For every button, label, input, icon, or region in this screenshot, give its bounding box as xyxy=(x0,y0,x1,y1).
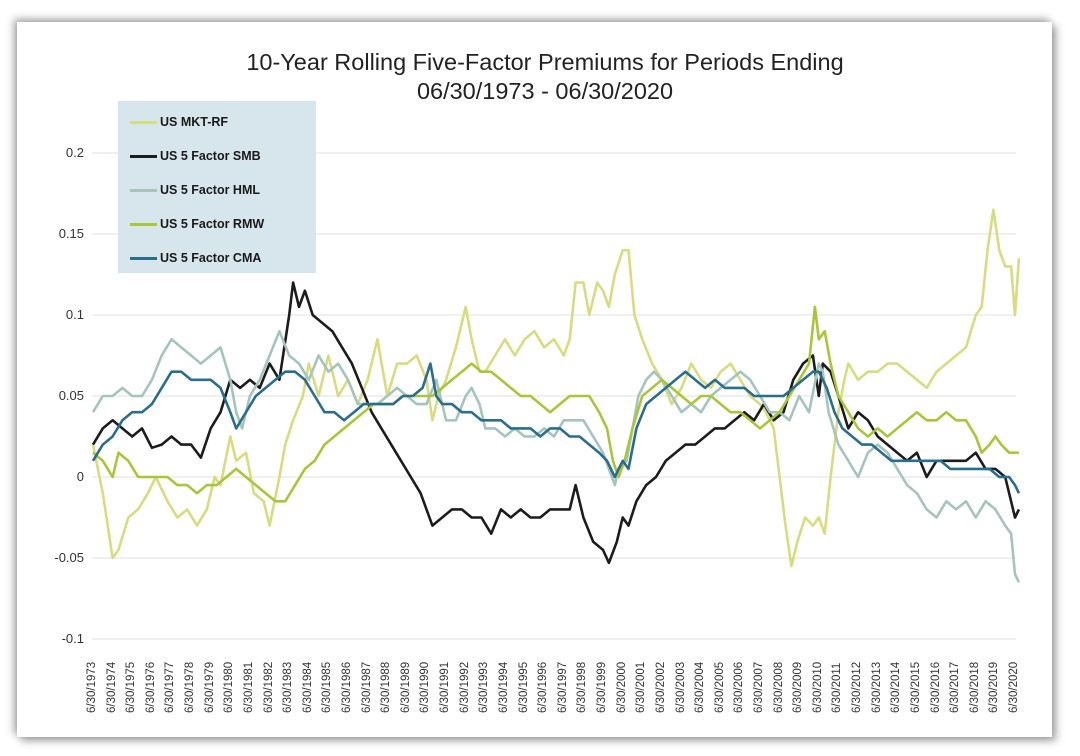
series-line-us-5-factor-hml xyxy=(91,329,1021,583)
x-tick-label: 6/30/2010 xyxy=(811,661,824,713)
x-tick-label: 6/30/1984 xyxy=(301,661,314,713)
x-tick-label: 6/30/1996 xyxy=(537,661,550,713)
x-tick-label: 6/30/2008 xyxy=(772,661,785,713)
x-tick-label: 6/30/2002 xyxy=(654,661,667,713)
x-tick-label: 6/30/2015 xyxy=(909,661,922,713)
y-tick-label: 0.1 xyxy=(65,307,84,322)
x-tick-label: 6/30/2018 xyxy=(968,661,981,713)
x-tick-label: 6/30/1993 xyxy=(478,661,491,713)
x-tick-label: 6/30/1987 xyxy=(360,661,373,713)
series-lines xyxy=(91,208,1021,583)
x-tick-label: 6/30/1977 xyxy=(164,661,177,713)
x-tick-label: 6/30/2016 xyxy=(929,661,942,713)
series-line-us-mkt-rf xyxy=(91,208,1021,568)
x-tick-label: 6/30/1998 xyxy=(576,661,589,713)
x-tick-label: 6/30/2003 xyxy=(674,661,687,713)
x-tick-label: 6/30/2006 xyxy=(733,661,746,713)
x-tick-label: 6/30/2017 xyxy=(949,661,962,713)
x-tick-label: 6/30/2019 xyxy=(988,661,1001,713)
series-line-us-5-factor-rmw xyxy=(92,305,1019,503)
x-tick-label: 6/30/1979 xyxy=(203,661,216,713)
x-tick-label: 6/30/1974 xyxy=(105,661,118,713)
x-tick-label: 6/30/1988 xyxy=(380,661,393,713)
x-tick-label: 6/30/2001 xyxy=(635,661,648,713)
x-tick-label: 6/30/1995 xyxy=(517,661,530,713)
x-tick-label: 6/30/2020 xyxy=(1008,661,1020,713)
x-tick-label: 6/30/1982 xyxy=(262,661,275,713)
chart-title-line1: 10-Year Rolling Five-Factor Premiums for… xyxy=(246,49,844,75)
x-tick-label: 6/30/2012 xyxy=(851,661,864,713)
x-tick-label: 6/30/1978 xyxy=(184,661,197,713)
x-tick-label: 6/30/1980 xyxy=(223,661,236,713)
x-tick-label: 6/30/1991 xyxy=(439,661,452,713)
y-tick-label: 0 xyxy=(76,469,84,484)
series-line-us-5-factor-smb xyxy=(91,281,1021,565)
x-tick-label: 6/30/1983 xyxy=(282,661,295,713)
x-tick-label: 6/30/1973 xyxy=(86,661,98,713)
y-tick-label: 0.15 xyxy=(58,226,84,241)
x-tick-label: 6/30/2007 xyxy=(752,661,765,713)
x-tick-label: 6/30/1986 xyxy=(341,661,354,713)
x-tick-label: 6/30/1992 xyxy=(458,661,471,713)
legend-item-hml: US 5 Factor HML xyxy=(130,180,260,200)
x-tick-label: 6/30/2005 xyxy=(713,661,726,713)
legend-item-rmw: US 5 Factor RMW xyxy=(130,214,264,234)
x-tick-label: 6/30/1994 xyxy=(497,661,510,713)
x-tick-label: 6/30/1990 xyxy=(419,661,432,713)
x-tick-label: 6/30/1976 xyxy=(144,661,157,713)
legend: US MKT-RF US 5 Factor SMB US 5 Factor HM… xyxy=(118,101,316,273)
x-tick-label: 6/30/2011 xyxy=(831,662,844,713)
legend-label: US 5 Factor RMW xyxy=(160,217,265,231)
y-tick-label: 0.2 xyxy=(65,145,84,160)
y-tick-label: -0.05 xyxy=(54,550,84,565)
x-tick-label: 6/30/1997 xyxy=(556,661,569,713)
x-tick-label: 6/30/1999 xyxy=(596,661,609,713)
x-tick-label: 6/30/2014 xyxy=(890,661,903,713)
series-line-us-5-factor-cma xyxy=(91,362,1021,494)
legend-swatch-hml xyxy=(130,188,157,192)
legend-label: US 5 Factor SMB xyxy=(160,149,261,163)
x-tick-label: 6/30/1981 xyxy=(242,661,255,713)
legend-label: US 5 Factor HML xyxy=(160,183,261,197)
legend-label: US 5 Factor CMA xyxy=(160,251,262,265)
x-tick-label: 6/30/1985 xyxy=(321,661,334,713)
x-tick-label: 6/30/1989 xyxy=(399,661,412,713)
legend-swatch-smb xyxy=(130,154,157,158)
legend-label: US MKT-RF xyxy=(160,115,229,129)
legend-item-cma: US 5 Factor CMA xyxy=(130,248,261,268)
x-tick-label: 6/30/2009 xyxy=(792,661,805,713)
x-tick-label: 6/30/1975 xyxy=(125,661,138,713)
legend-swatch-mkt-rf xyxy=(130,120,157,124)
legend-item-smb: US 5 Factor SMB xyxy=(130,146,261,166)
legend-item-mkt-rf: US MKT-RF xyxy=(130,112,228,132)
x-tick-label: 6/30/2000 xyxy=(615,661,628,713)
x-tick-label: 6/30/2013 xyxy=(870,661,883,713)
y-tick-label: -0.1 xyxy=(61,631,84,646)
x-tick-label: 6/30/2004 xyxy=(694,661,707,713)
y-tick-label: 0.05 xyxy=(58,388,84,403)
legend-swatch-cma xyxy=(130,256,157,260)
legend-swatch-rmw xyxy=(130,222,157,226)
chart-subtitle: 06/30/1973 - 06/30/2020 xyxy=(416,78,674,104)
chart-title: 10-Year Rolling Five-Factor Premiums for… xyxy=(0,48,1080,106)
